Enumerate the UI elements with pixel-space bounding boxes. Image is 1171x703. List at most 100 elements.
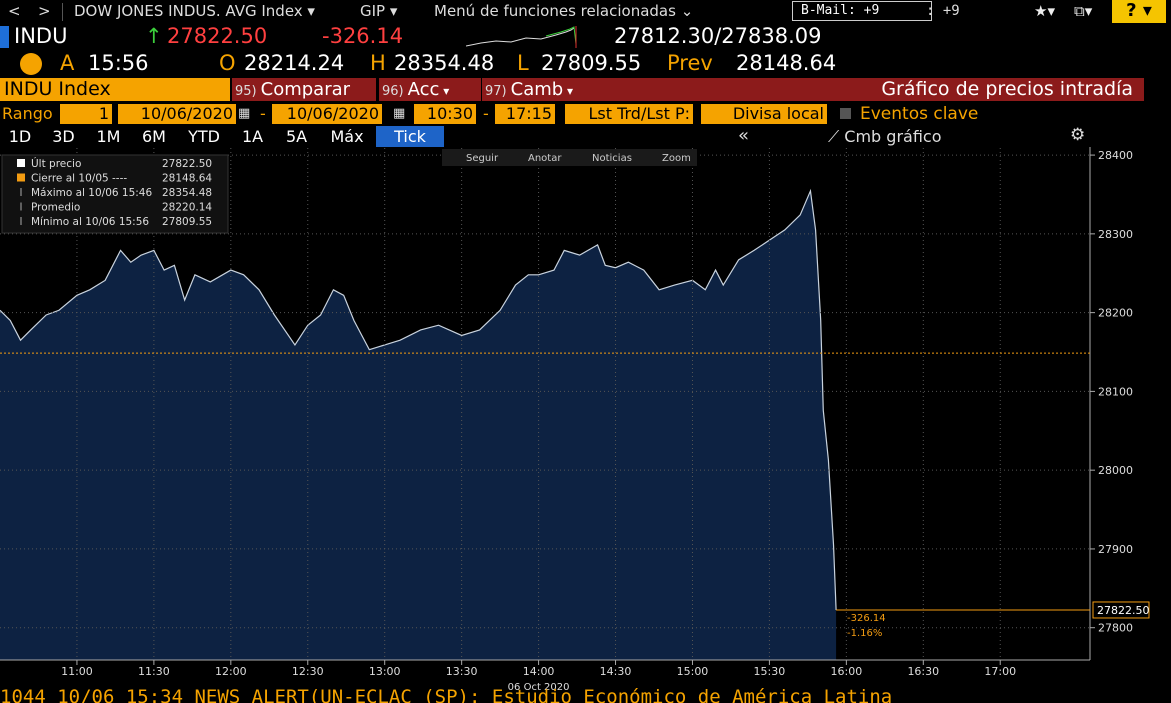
security-field[interactable]: INDU Index <box>0 78 230 101</box>
ticker-marker <box>0 26 9 48</box>
x-tick-label: 12:30 <box>292 665 324 678</box>
dropdown-icon: ▾ <box>563 84 574 98</box>
period-tab[interactable]: 6M <box>142 127 166 146</box>
last-price-label: 27822.50 <box>1097 604 1150 617</box>
end-time-field[interactable]: 17:15 <box>495 104 555 124</box>
open-label: O <box>219 51 236 75</box>
open: 28214.24 <box>244 51 345 75</box>
legend-value: 28354.48 <box>162 187 212 199</box>
time-flag: A <box>60 51 75 75</box>
period-tab[interactable]: 3D <box>52 127 75 146</box>
y-tick-label: 28300 <box>1098 228 1133 241</box>
currency-field[interactable]: Divisa local <box>701 104 827 124</box>
period-tab[interactable]: 1M <box>96 127 121 146</box>
security-menu[interactable]: DOW JONES INDUS. AVG Index ▾ <box>74 2 315 20</box>
range-label: Rango <box>2 104 53 123</box>
legend-swatch <box>17 173 25 182</box>
legend-swatch <box>17 159 25 167</box>
x-tick-label: 13:00 <box>369 665 401 678</box>
related-menu[interactable]: Menú de funciones relacionadas ⌄ <box>434 2 694 20</box>
chart-tool[interactable]: Zoom <box>662 153 691 164</box>
start-date-field[interactable]: 10/06/2020 <box>118 104 236 124</box>
settings-icon[interactable]: ⚙ <box>1070 125 1086 145</box>
function-button[interactable]: 96) Acc ▾ <box>379 78 481 101</box>
gip-menu[interactable]: GIP ▾ <box>360 2 398 20</box>
chart-type-label: Cmb gráfico <box>844 127 942 146</box>
nav-forward[interactable]: > <box>38 2 51 20</box>
function-button[interactable]: 97) Camb ▾ <box>482 78 603 101</box>
period-tab[interactable]: 1A <box>241 127 264 146</box>
price-type-field[interactable]: Lst Trd/Lst P: <box>565 104 693 124</box>
start-time-field[interactable]: 10:30 <box>414 104 476 124</box>
chart-type-button[interactable]: ⟋ Cmb gráfico <box>828 127 942 146</box>
events-label: Eventos clave <box>860 104 979 124</box>
legend-label: Máximo al 10/06 15:46 <box>31 187 152 199</box>
chart-tool[interactable]: Anotar <box>528 153 562 164</box>
chart: 27800 27900 28000 28100 28200 28300 28400 11:00… <box>0 147 1150 690</box>
button-number: 95) <box>235 84 257 99</box>
period-tab[interactable]: Tick <box>376 126 444 147</box>
bmail-box[interactable]: B-Mail: +9 <box>792 1 932 21</box>
title-bar <box>603 78 1144 101</box>
low-label: L <box>517 51 529 75</box>
collapse-button[interactable]: « <box>738 125 750 146</box>
x-tick-label: 14:00 <box>523 665 555 678</box>
x-axis-label: 06 Oct 2020 <box>508 682 570 690</box>
up-arrow: ↑ <box>145 24 163 48</box>
change-label: -1.16% <box>847 628 882 639</box>
ticker: INDU <box>14 24 68 48</box>
sparkline <box>466 26 577 48</box>
net-change: -326.14 <box>322 24 404 48</box>
clock-icon <box>20 53 42 75</box>
legend-label: Promedio <box>31 202 80 214</box>
period-tab[interactable]: 5A <box>285 127 308 146</box>
price-line <box>0 188 837 611</box>
legend-box <box>1 154 229 234</box>
legend-label: Cierre al 10/05 ---- <box>31 173 127 185</box>
period-tab[interactable]: YTD <box>188 127 220 146</box>
x-tick-label: 16:30 <box>907 665 939 678</box>
prev: 28148.64 <box>736 51 837 75</box>
gip: GIP <box>360 2 386 20</box>
help-button[interactable]: ? ▾ <box>1112 0 1166 23</box>
security-index: INDU Index <box>4 78 111 100</box>
button-label: Acc <box>407 79 440 100</box>
x-tick-label: 15:30 <box>754 665 786 678</box>
legend-value: 28220.14 <box>162 202 212 214</box>
export-icon[interactable]: ⧉▾ <box>1074 2 1093 20</box>
x-tick-label: 14:30 <box>600 665 632 678</box>
period-tab[interactable]: 1D <box>8 127 32 146</box>
x-tick-label: 12:00 <box>215 665 247 678</box>
x-tick-label: 11:00 <box>61 665 93 678</box>
y-tick-label: 28200 <box>1098 307 1133 320</box>
favorite-icon[interactable]: ★▾ <box>1034 2 1055 20</box>
calendar-icon[interactable]: ▦ <box>393 106 406 121</box>
legend-label: Mínimo al 10/06 15:56 <box>31 216 149 228</box>
y-tick-label: 27900 <box>1098 543 1133 556</box>
y-tick-label: 28400 <box>1098 149 1133 162</box>
nav-back[interactable]: < <box>8 2 21 20</box>
calendar-icon[interactable]: ▦ <box>238 106 251 121</box>
function-title: Gráfico de precios intradía <box>881 78 1133 100</box>
separator: - <box>483 104 489 123</box>
checkbox[interactable] <box>840 108 851 119</box>
dropdown-icon: ▾ <box>439 84 450 98</box>
periods-field[interactable]: 1 <box>60 104 112 124</box>
chart-tool[interactable]: Seguir <box>466 153 499 164</box>
bid-ask: 27812.30/27838.09 <box>614 24 822 48</box>
legend-value: 27809.55 <box>162 216 212 228</box>
chart-tool[interactable]: Noticias <box>592 153 632 164</box>
separator: - <box>260 104 266 123</box>
button-label: Camb <box>510 79 564 100</box>
bmail-count: : +9 <box>926 3 960 19</box>
price-area <box>0 190 837 660</box>
x-tick-label: 11:30 <box>138 665 170 678</box>
security-name: DOW JONES INDUS. AVG Index <box>74 2 303 20</box>
period-tab[interactable]: Máx <box>330 127 364 146</box>
related-functions: Menú de funciones relacionadas <box>434 2 676 20</box>
legend-value: 27822.50 <box>162 158 212 170</box>
x-tick-label: 13:30 <box>446 665 478 678</box>
function-button[interactable]: 95) Comparar <box>232 78 376 101</box>
high: 28354.48 <box>394 51 495 75</box>
end-date-field[interactable]: 10/06/2020 <box>272 104 382 124</box>
